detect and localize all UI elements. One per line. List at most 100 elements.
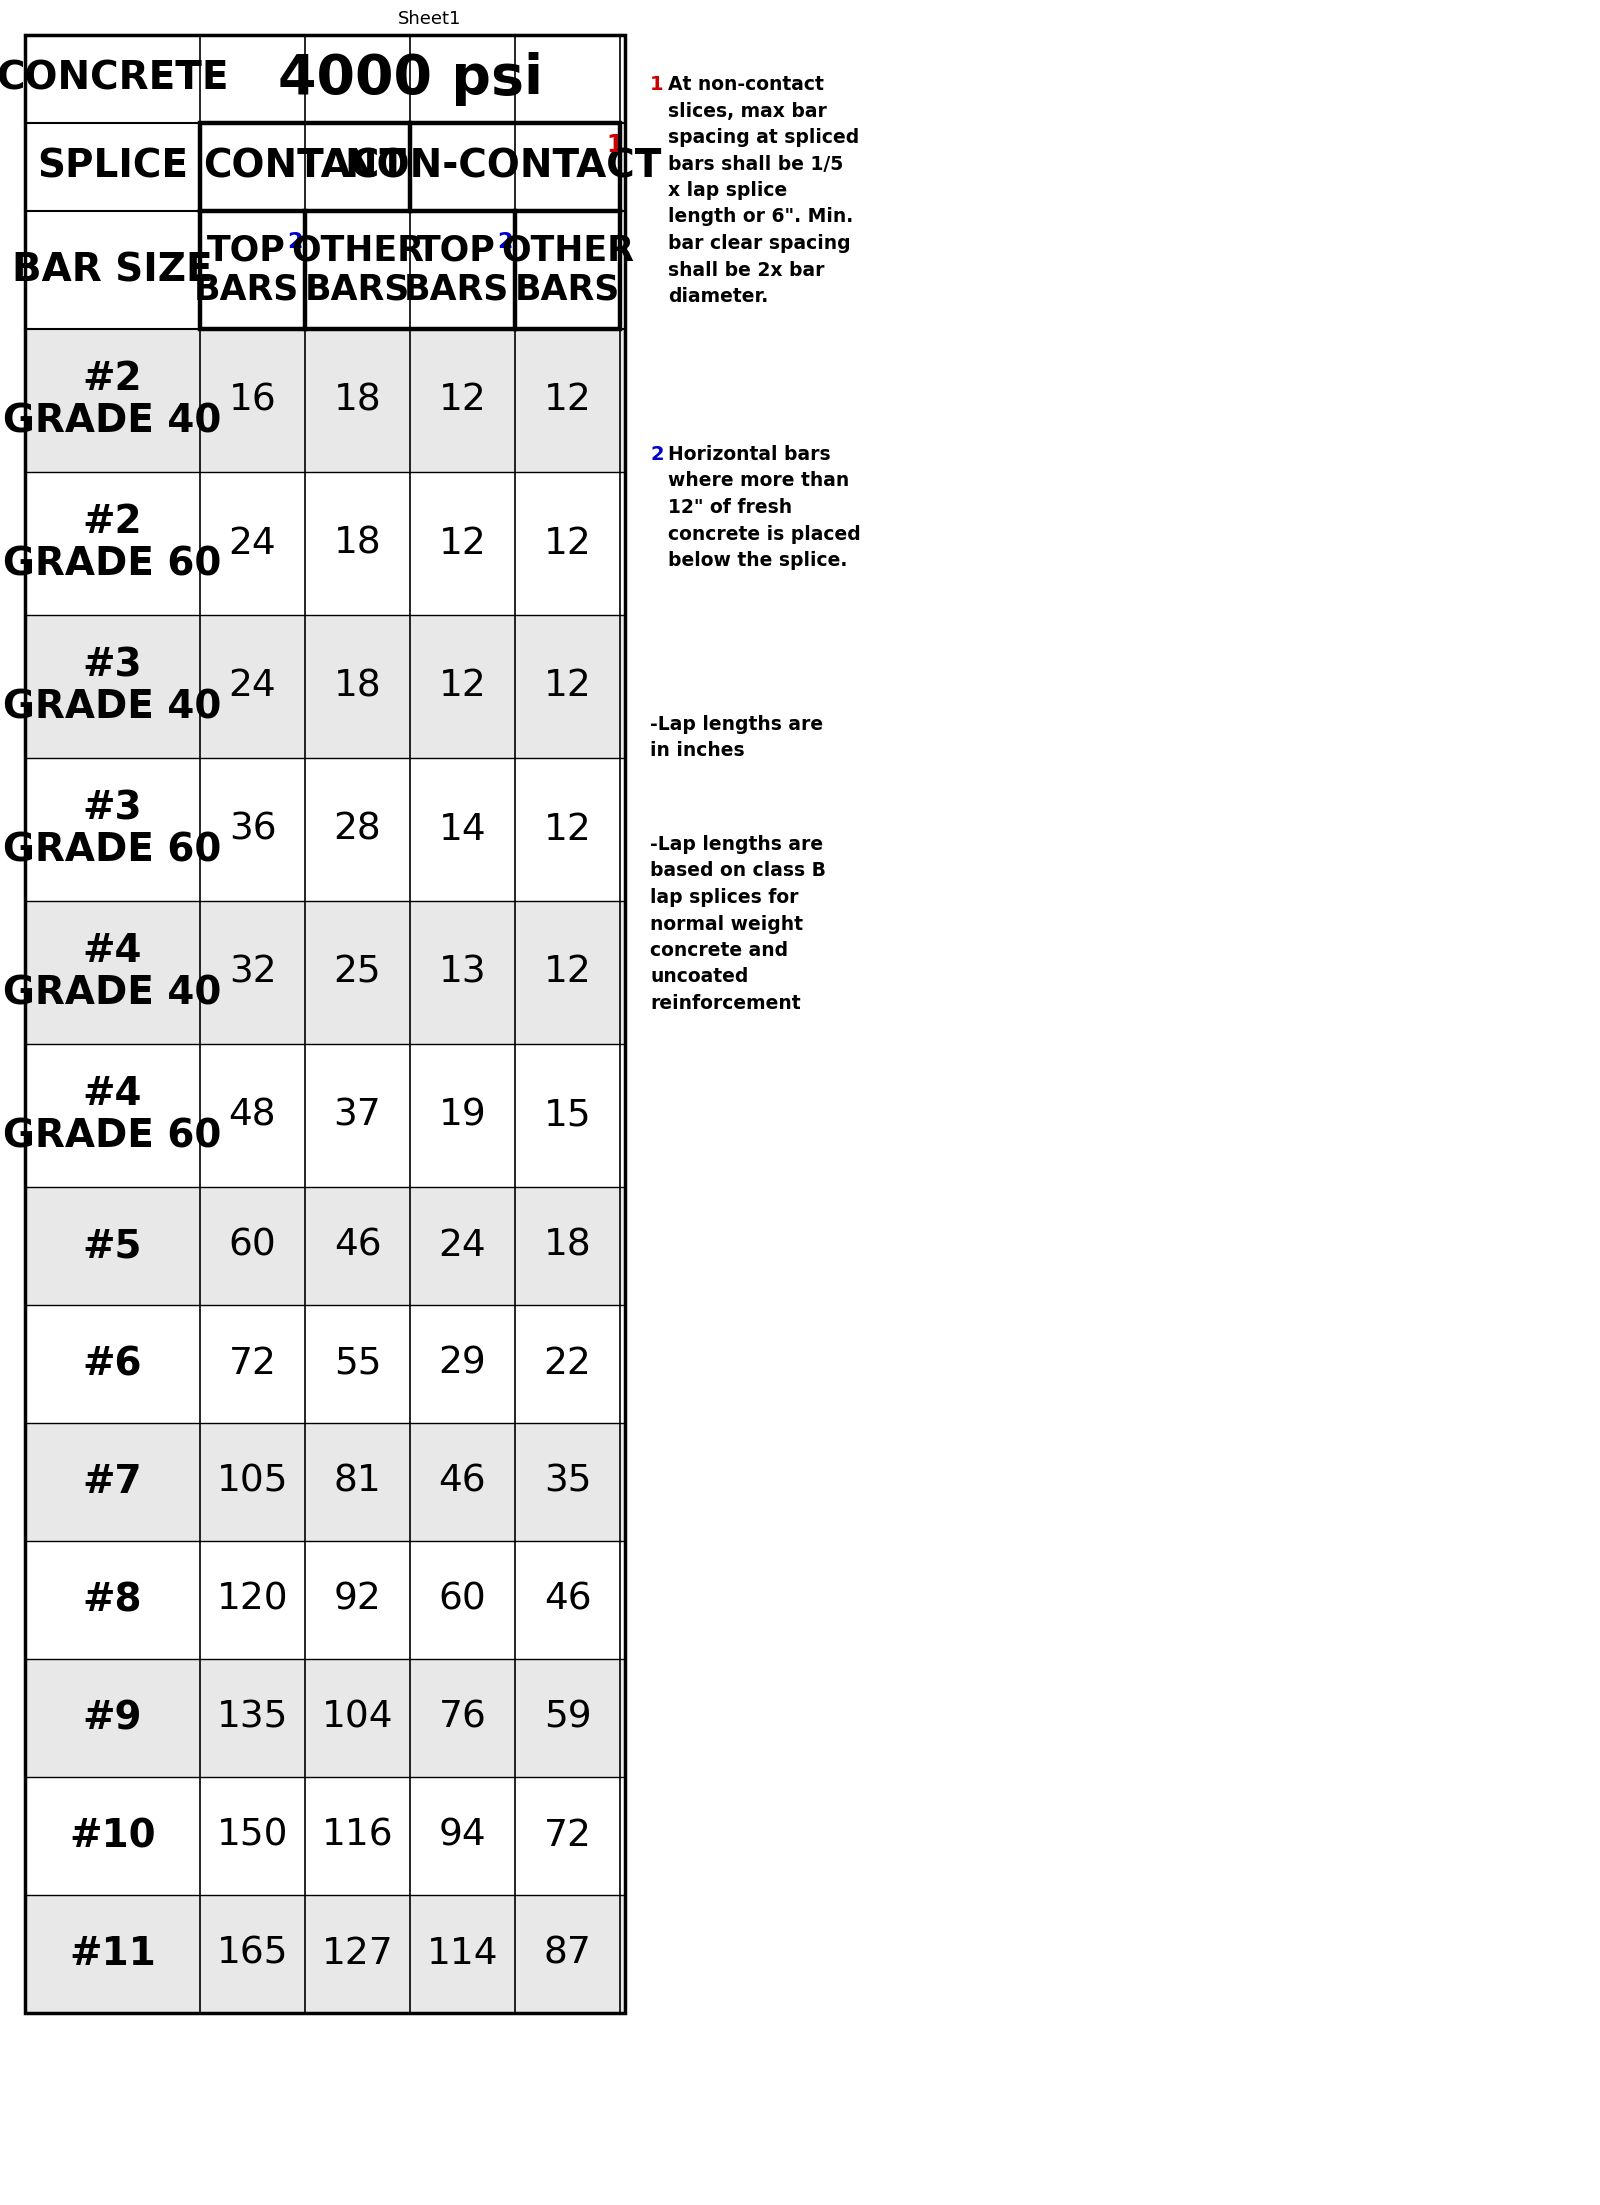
Text: TOP
BARS: TOP BARS [403,234,509,306]
Text: 59: 59 [544,1700,592,1735]
Text: 105: 105 [216,1464,288,1499]
Text: 28: 28 [334,811,381,847]
Text: OTHER
BARS: OTHER BARS [291,234,424,306]
Text: 46: 46 [438,1464,486,1499]
Text: 37: 37 [334,1098,381,1133]
Text: #7: #7 [83,1462,142,1502]
Bar [26,1894,626,2013]
Text: 127: 127 [322,1936,394,1971]
Text: CONCRETE: CONCRETE [0,60,229,97]
Text: 15: 15 [544,1098,592,1133]
Text: #5: #5 [83,1226,142,1266]
Bar [26,1043,626,1186]
Text: TOP
BARS: TOP BARS [194,234,299,306]
Text: 29: 29 [438,1345,486,1383]
Text: 1: 1 [650,75,664,95]
Text: 25: 25 [334,955,381,990]
Text: #8: #8 [83,1581,142,1618]
Bar [26,35,626,2013]
Bar [26,123,626,212]
Text: 81: 81 [334,1464,381,1499]
Text: 2: 2 [498,232,512,251]
Text: #2
GRADE 40: #2 GRADE 40 [3,359,222,441]
Text: 13: 13 [438,955,486,990]
Text: 12: 12 [544,381,592,419]
Text: 12: 12 [438,381,486,419]
Text: 19: 19 [438,1098,486,1133]
Text: 12: 12 [544,668,592,706]
Bar [26,212,626,329]
Text: 114: 114 [427,1936,498,1971]
Text: 60: 60 [229,1228,277,1263]
Text: Sheet1: Sheet1 [398,11,462,29]
Bar [26,615,626,759]
Text: 55: 55 [334,1345,381,1383]
Text: -Lap lengths are
in inches: -Lap lengths are in inches [650,714,822,761]
Text: 18: 18 [334,381,381,419]
Text: 24: 24 [438,1228,486,1263]
Text: OTHER
BARS: OTHER BARS [501,234,634,306]
Text: #4
GRADE 40: #4 GRADE 40 [3,933,222,1012]
Text: 135: 135 [218,1700,288,1735]
Text: 94: 94 [438,1817,486,1854]
Bar [26,902,626,1043]
Text: #6: #6 [83,1345,142,1383]
Text: 120: 120 [216,1581,288,1618]
Bar [26,1541,626,1658]
Text: 18: 18 [544,1228,592,1263]
Text: BAR SIZE: BAR SIZE [13,251,213,289]
Bar [26,1777,626,1894]
Text: 1: 1 [606,132,622,157]
Text: 72: 72 [229,1345,277,1383]
Text: 87: 87 [544,1936,592,1971]
Bar [26,1305,626,1422]
Text: 60: 60 [438,1581,486,1618]
Text: 18: 18 [334,525,381,562]
Text: 12: 12 [544,811,592,847]
Bar [26,35,626,123]
Text: #3
GRADE 40: #3 GRADE 40 [3,646,222,728]
Text: 22: 22 [544,1345,592,1383]
Text: 46: 46 [544,1581,592,1618]
Text: CONTACT: CONTACT [203,148,406,185]
Text: #11: #11 [69,1936,155,1973]
Text: 4000 psi: 4000 psi [277,53,542,106]
Bar [26,1658,626,1777]
Text: 48: 48 [229,1098,277,1133]
Bar [200,123,621,329]
Text: 76: 76 [438,1700,486,1735]
Text: 104: 104 [322,1700,394,1735]
Text: 36: 36 [229,811,277,847]
Text: 46: 46 [334,1228,381,1263]
Text: #2
GRADE 60: #2 GRADE 60 [3,503,222,584]
Text: SPLICE: SPLICE [37,148,189,185]
Bar [26,472,626,615]
Text: 16: 16 [229,381,277,419]
Text: 12: 12 [438,668,486,706]
Text: At non-contact
slices, max bar
spacing at spliced
bars shall be 1/5
x lap splice: At non-contact slices, max bar spacing a… [669,75,859,306]
Text: 2: 2 [286,232,302,251]
Text: Horizontal bars
where more than
12" of fresh
concrete is placed
below the splice: Horizontal bars where more than 12" of f… [669,445,861,571]
Text: -Lap lengths are
based on class B
lap splices for
normal weight
concrete and
unc: -Lap lengths are based on class B lap sp… [650,836,826,1012]
Text: 92: 92 [334,1581,381,1618]
Text: #3
GRADE 60: #3 GRADE 60 [3,789,222,869]
Text: 72: 72 [544,1817,592,1854]
Text: 24: 24 [229,668,277,706]
Text: #10: #10 [69,1817,155,1854]
Bar [26,759,626,902]
Text: 2: 2 [650,445,664,463]
Text: 12: 12 [438,525,486,562]
Text: 116: 116 [322,1817,394,1854]
Text: #4
GRADE 60: #4 GRADE 60 [3,1076,222,1155]
Text: #9: #9 [83,1700,142,1738]
Text: 165: 165 [216,1936,288,1971]
Text: 12: 12 [544,525,592,562]
Text: 18: 18 [334,668,381,706]
Bar [26,1422,626,1541]
Text: 12: 12 [544,955,592,990]
Text: 32: 32 [229,955,277,990]
Text: 14: 14 [438,811,486,847]
Bar [26,1186,626,1305]
Text: 35: 35 [544,1464,592,1499]
Text: NON-CONTACT: NON-CONTACT [344,148,662,185]
